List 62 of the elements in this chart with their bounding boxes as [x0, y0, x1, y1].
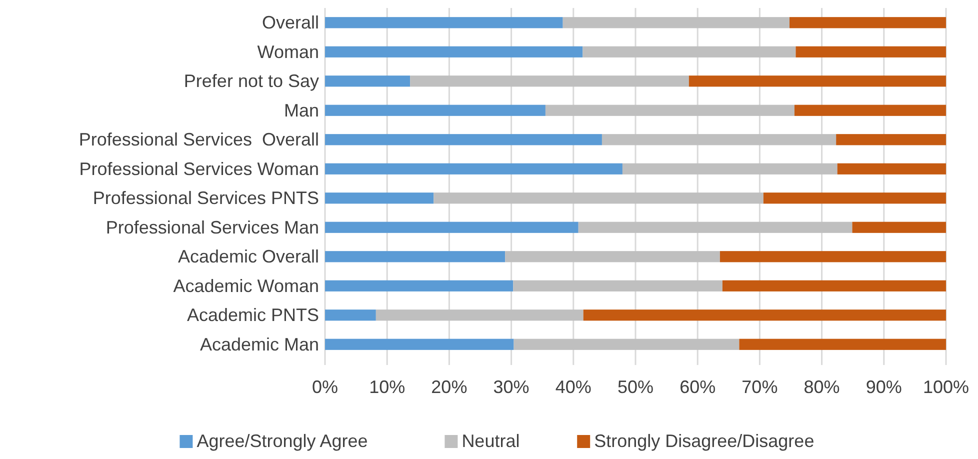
bar — [796, 46, 946, 58]
x-tick-label: 70% — [742, 377, 778, 397]
legend-label: Neutral — [462, 431, 520, 451]
bar — [325, 17, 563, 28]
bar — [578, 222, 852, 233]
x-tick-label: 50% — [617, 377, 654, 397]
x-tick-label: 10% — [369, 377, 406, 397]
bar — [688, 76, 946, 87]
bar — [325, 310, 376, 321]
bar — [434, 192, 764, 204]
legend-label: Agree/Strongly Agree — [196, 431, 368, 451]
bar — [376, 310, 584, 321]
y-tick-label: Professional Services Man — [106, 217, 319, 238]
bar — [562, 17, 790, 28]
y-tick-label: Professional Services Woman — [79, 158, 319, 179]
x-tick-label: 80% — [804, 377, 840, 397]
bar — [545, 104, 794, 116]
x-tick-label: 0% — [312, 377, 338, 397]
bar — [836, 134, 946, 146]
bar — [325, 46, 583, 58]
bar — [513, 280, 722, 292]
bar — [739, 338, 946, 350]
bar — [514, 338, 740, 350]
bar — [790, 17, 946, 28]
y-tick-label: Prefer not to Say — [184, 71, 319, 92]
bar — [622, 163, 838, 174]
bar — [325, 163, 622, 174]
y-tick-label: Academic Woman — [173, 276, 319, 296]
bar — [325, 251, 506, 262]
x-tick-label: 40% — [555, 377, 592, 397]
bar — [794, 104, 946, 116]
x-tick-label: 30% — [493, 377, 530, 397]
bar — [325, 222, 578, 233]
bar — [325, 280, 514, 292]
legend-label: Strongly Disagree/Disagree — [594, 431, 814, 451]
y-tick-label: Professional Services PNTS — [92, 188, 319, 208]
bar — [325, 134, 602, 146]
y-tick-label: Overall — [262, 12, 319, 33]
bar — [852, 222, 946, 233]
bar — [325, 192, 434, 204]
bar — [325, 76, 410, 87]
bar — [325, 338, 514, 350]
bar — [722, 280, 946, 292]
bar — [720, 251, 946, 262]
x-tick-label: 60% — [680, 377, 716, 397]
bar — [837, 163, 946, 174]
bar — [763, 192, 946, 204]
bar — [582, 46, 796, 58]
y-tick-label: Woman — [257, 42, 319, 62]
x-tick-label: 90% — [866, 377, 902, 397]
y-tick-label: Academic PNTS — [186, 305, 319, 326]
bar — [602, 134, 836, 146]
y-tick-label: Academic Man — [200, 334, 319, 354]
bar — [410, 76, 689, 87]
bar — [583, 310, 946, 321]
y-tick-label: Professional Services Overall — [78, 130, 319, 150]
bar — [325, 104, 546, 116]
y-tick-label: Man — [284, 100, 319, 120]
y-tick-label: Academic Overall — [178, 246, 319, 267]
x-tick-label: 100% — [922, 377, 970, 397]
x-tick-label: 20% — [431, 377, 468, 397]
bar — [505, 251, 720, 262]
